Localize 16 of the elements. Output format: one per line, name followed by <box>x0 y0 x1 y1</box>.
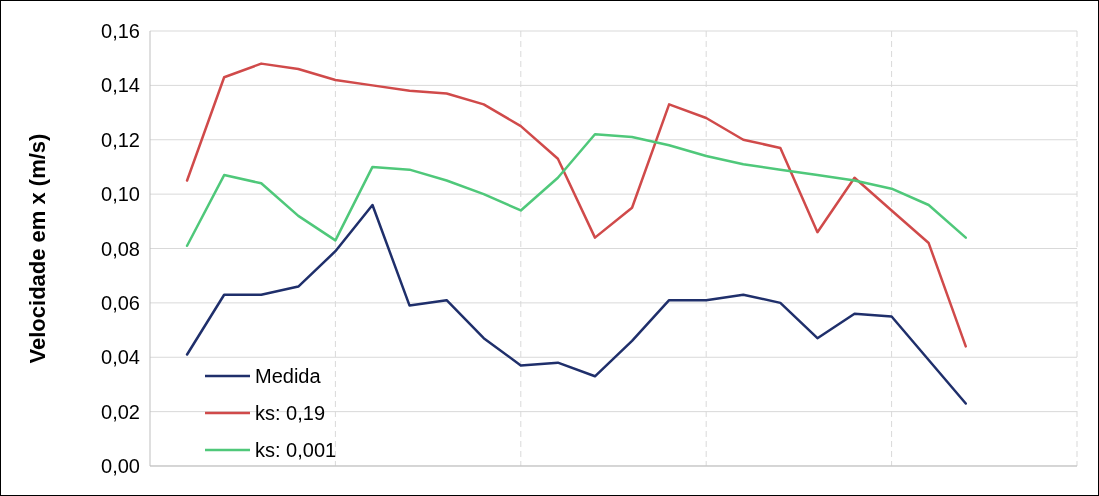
y-tick-label: 0,08 <box>101 237 140 260</box>
y-tick-label: 0,02 <box>101 400 140 423</box>
y-tick-label: 0,00 <box>101 455 140 477</box>
y-tick-label: 0,06 <box>101 291 140 314</box>
legend-label: ks: 0,19 <box>255 402 326 424</box>
y-tick-label: 0,16 <box>101 20 140 42</box>
legend-label: Medida <box>255 365 322 387</box>
y-tick-label: 0,14 <box>101 74 140 97</box>
y-tick-label: 0,10 <box>101 183 140 206</box>
y-axis-title: Velocidade em x (m/s) <box>25 133 50 364</box>
line-series <box>185 203 968 405</box>
legend-label: ks: 0,001 <box>255 439 337 461</box>
line-series <box>185 62 968 348</box>
line-series <box>185 133 968 248</box>
y-tick-label: 0,12 <box>101 128 140 151</box>
y-tick-label: 0,04 <box>101 346 140 369</box>
